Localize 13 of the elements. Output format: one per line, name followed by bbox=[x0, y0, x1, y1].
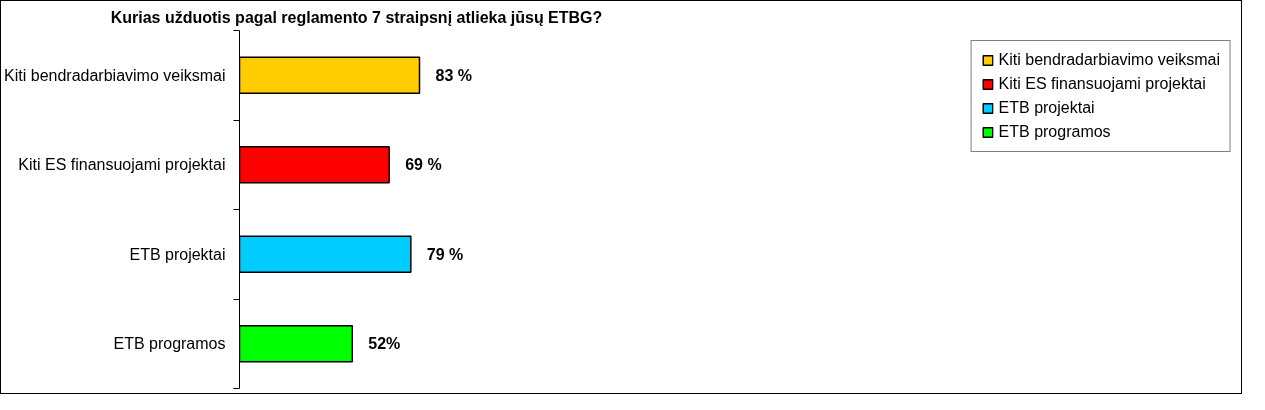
y-tick-label: ETB programos bbox=[113, 335, 226, 353]
data-label: 52% bbox=[368, 335, 401, 353]
data-label: 79 % bbox=[426, 245, 464, 263]
y-tick-label: ETB projektai bbox=[129, 245, 226, 263]
y-tick-label: Kiti ES finansuojami projektai bbox=[18, 156, 226, 174]
chart-title: Kurias užduotis pagal reglamento 7 straipsnį atlieka jūsų ETBG? bbox=[110, 8, 603, 26]
legend-label: ETB programos bbox=[998, 123, 1111, 141]
legend-label: ETB projektai bbox=[998, 99, 1095, 117]
y-tick-label: Kiti bendradarbiavimo veiksmai bbox=[4, 66, 226, 84]
data-label: 83 % bbox=[435, 66, 472, 84]
legend-label: Kiti ES finansuojami projektai bbox=[998, 75, 1206, 93]
data-label: 69 % bbox=[405, 156, 442, 174]
legend-label: Kiti bendradarbiavimo veiksmai bbox=[998, 51, 1220, 69]
